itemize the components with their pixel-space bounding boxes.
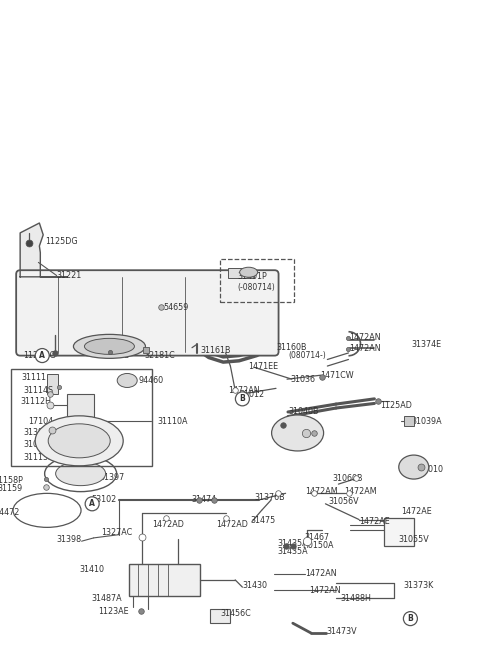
Text: 32181C: 32181C	[144, 351, 175, 360]
Text: B: B	[240, 394, 245, 403]
Text: 31397: 31397	[100, 473, 125, 482]
Circle shape	[35, 348, 49, 363]
Text: 1125AD: 1125AD	[380, 401, 412, 410]
Text: 31182: 31182	[105, 351, 130, 360]
Text: 31474: 31474	[191, 495, 216, 504]
Text: 1471EE: 1471EE	[249, 361, 279, 371]
Text: 94460: 94460	[138, 376, 163, 385]
Text: 1327AC: 1327AC	[282, 420, 313, 430]
Text: 31039A: 31039A	[412, 417, 443, 426]
Text: 31111: 31111	[22, 373, 47, 382]
Text: 1123AE: 1123AE	[98, 607, 129, 616]
Text: 31456C: 31456C	[221, 609, 252, 618]
Text: 1472AN: 1472AN	[305, 569, 336, 579]
Bar	[210, 609, 230, 623]
Text: A: A	[89, 499, 95, 508]
Text: 31055V: 31055V	[398, 535, 429, 544]
Polygon shape	[20, 223, 67, 277]
Ellipse shape	[56, 462, 106, 485]
Bar	[129, 564, 200, 596]
Text: 31161B: 31161B	[201, 346, 231, 356]
Text: 31036: 31036	[290, 375, 315, 384]
Ellipse shape	[84, 338, 134, 354]
Text: 54659: 54659	[163, 302, 189, 312]
Text: 1472AE: 1472AE	[359, 517, 390, 526]
Text: 31473V: 31473V	[326, 627, 357, 636]
Circle shape	[403, 611, 418, 626]
Text: (-080714): (-080714)	[238, 283, 276, 292]
Text: 1472AN: 1472AN	[228, 386, 260, 395]
Text: 31374E: 31374E	[412, 340, 442, 349]
Text: 31040B: 31040B	[288, 407, 319, 417]
Ellipse shape	[35, 416, 123, 466]
Ellipse shape	[48, 424, 110, 458]
Text: 31435A: 31435A	[277, 546, 308, 556]
Text: 31453: 31453	[298, 428, 323, 438]
Text: 31114S: 31114S	[23, 386, 53, 395]
Text: 31467: 31467	[305, 533, 330, 543]
Text: 1472AE: 1472AE	[401, 507, 432, 516]
Text: 1472AD: 1472AD	[153, 520, 184, 529]
Text: 31113F: 31113F	[23, 453, 52, 462]
Text: 53102: 53102	[91, 495, 116, 504]
Text: 31398: 31398	[57, 535, 82, 544]
Text: 31380A: 31380A	[23, 428, 54, 438]
Ellipse shape	[117, 373, 137, 388]
Bar	[228, 268, 254, 278]
Text: 1472AM: 1472AM	[345, 487, 377, 497]
Text: 31150: 31150	[98, 337, 123, 346]
Text: 31475: 31475	[251, 516, 276, 525]
Text: H0150A: H0150A	[302, 541, 334, 550]
Ellipse shape	[272, 415, 324, 451]
Text: 31112H: 31112H	[20, 397, 51, 406]
Bar	[220, 259, 294, 302]
Text: 17104: 17104	[28, 417, 53, 426]
Text: 31056V: 31056V	[329, 497, 360, 506]
Text: 31487A: 31487A	[92, 594, 122, 603]
Text: 1327AC: 1327AC	[101, 528, 132, 537]
Text: 1471CW: 1471CW	[321, 371, 354, 380]
Text: 31401P: 31401P	[238, 272, 267, 281]
Text: 31430: 31430	[242, 581, 267, 590]
Circle shape	[235, 392, 250, 406]
Circle shape	[85, 497, 99, 511]
FancyBboxPatch shape	[16, 270, 278, 356]
Text: 1472AM: 1472AM	[305, 487, 337, 497]
Text: 31221: 31221	[57, 271, 82, 280]
Ellipse shape	[399, 455, 429, 479]
Text: 31435A: 31435A	[277, 539, 308, 548]
Ellipse shape	[73, 335, 145, 358]
Ellipse shape	[240, 267, 258, 277]
Text: 1472AN: 1472AN	[349, 344, 381, 354]
Text: 31376B: 31376B	[254, 493, 285, 502]
Bar	[384, 518, 414, 546]
Text: 1472AN: 1472AN	[310, 586, 341, 595]
Text: 31012: 31012	[239, 390, 264, 400]
Text: 31488H: 31488H	[341, 594, 372, 603]
Text: 31060B: 31060B	[332, 474, 363, 483]
Text: A: A	[39, 351, 45, 360]
Text: (080714-): (080714-)	[288, 351, 326, 360]
Text: B: B	[408, 614, 413, 623]
Text: 31160B: 31160B	[276, 343, 307, 352]
Text: 31159: 31159	[0, 484, 23, 493]
Text: 1125DG: 1125DG	[46, 237, 78, 246]
Text: 31158P: 31158P	[0, 476, 23, 485]
Text: 31410: 31410	[80, 565, 105, 574]
Text: 1472AN: 1472AN	[349, 333, 381, 342]
Text: 94472: 94472	[0, 508, 20, 518]
Text: 1472AD: 1472AD	[216, 520, 248, 529]
Text: 1125GG: 1125GG	[23, 351, 56, 360]
Bar	[67, 394, 94, 428]
Bar	[47, 374, 58, 394]
Bar	[11, 369, 152, 466]
Text: 31373K: 31373K	[403, 581, 433, 590]
Text: 31011B: 31011B	[23, 440, 54, 449]
Text: 31110A: 31110A	[157, 417, 188, 426]
Text: 31010: 31010	[419, 464, 444, 474]
